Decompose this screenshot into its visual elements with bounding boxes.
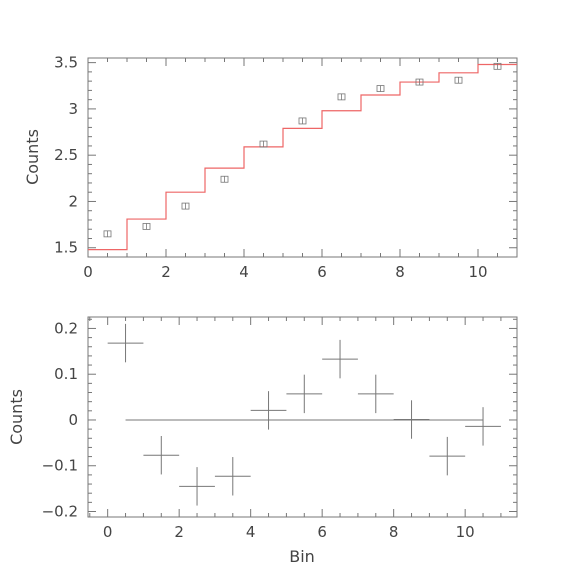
x-tick-label: 0 xyxy=(103,523,113,541)
y-tick-label: 3.5 xyxy=(54,54,78,72)
data-point xyxy=(337,93,346,101)
bottom-ticks xyxy=(88,317,517,517)
data-point xyxy=(220,175,229,183)
y-tick-label: 2.5 xyxy=(54,146,78,164)
data-point xyxy=(298,117,307,125)
data-point xyxy=(454,76,463,84)
x-tick-label: 6 xyxy=(317,523,327,541)
bottom-tick-labels: 0 2 4 6 8 10 −0.2 −0.1 0 0.1 0.2 xyxy=(42,319,475,541)
y-tick-label: 0.1 xyxy=(54,365,78,383)
x-tick-label: 6 xyxy=(317,263,327,281)
y-tick-label: 0.2 xyxy=(54,319,78,337)
bottom-y-axis-title: Counts xyxy=(7,389,26,445)
x-tick-label: 8 xyxy=(395,263,405,281)
top-panel: 0 2 4 6 8 10 1.5 2 2.5 3 3.5 Counts xyxy=(23,54,518,281)
y-tick-label: 0 xyxy=(68,411,78,429)
bottom-panel: 0 2 4 6 8 10 −0.2 −0.1 0 0.1 0.2 Counts Bin xyxy=(7,316,518,566)
y-tick-label: −0.1 xyxy=(42,457,78,475)
model-step-path xyxy=(88,63,517,251)
bottom-x-axis-title: Bin xyxy=(289,547,315,566)
bottom-panel-frame xyxy=(87,316,518,518)
x-tick-label: 2 xyxy=(174,523,184,541)
data-point xyxy=(181,202,190,210)
top-ticks xyxy=(87,58,518,258)
data-point xyxy=(142,223,151,230)
data-point xyxy=(376,85,385,92)
residual-point xyxy=(393,400,430,439)
residual-point xyxy=(107,323,144,363)
x-tick-label: 4 xyxy=(239,263,249,281)
residual-point xyxy=(179,467,215,506)
data-point xyxy=(493,62,502,70)
residual-point xyxy=(286,374,323,414)
y-tick-label: −0.2 xyxy=(42,503,78,521)
x-tick-label: 2 xyxy=(161,263,171,281)
top-y-axis-title: Counts xyxy=(23,129,42,185)
residual-point xyxy=(143,435,180,475)
y-tick-label: 2 xyxy=(68,192,78,210)
top-tick-labels: 0 2 4 6 8 10 1.5 2 2.5 3 3.5 xyxy=(54,54,487,281)
y-tick-label: 3 xyxy=(68,100,78,118)
x-tick-label: 10 xyxy=(456,523,475,541)
data-points xyxy=(103,62,502,238)
top-panel-frame xyxy=(87,57,518,258)
residual-point xyxy=(214,457,251,496)
x-tick-label: 4 xyxy=(246,523,256,541)
data-point xyxy=(259,140,268,148)
y-tick-label: 1.5 xyxy=(54,239,78,257)
residual-points xyxy=(107,323,501,506)
residual-point xyxy=(429,436,466,476)
x-tick-label: 10 xyxy=(468,263,487,281)
residual-point xyxy=(357,374,394,414)
data-point xyxy=(103,230,112,238)
data-point xyxy=(415,78,424,86)
x-tick-label: 8 xyxy=(389,523,399,541)
residual-point xyxy=(250,391,287,430)
residual-point xyxy=(322,339,358,379)
model-step-line xyxy=(88,63,517,251)
residual-point xyxy=(465,407,501,446)
x-tick-label: 0 xyxy=(83,263,93,281)
